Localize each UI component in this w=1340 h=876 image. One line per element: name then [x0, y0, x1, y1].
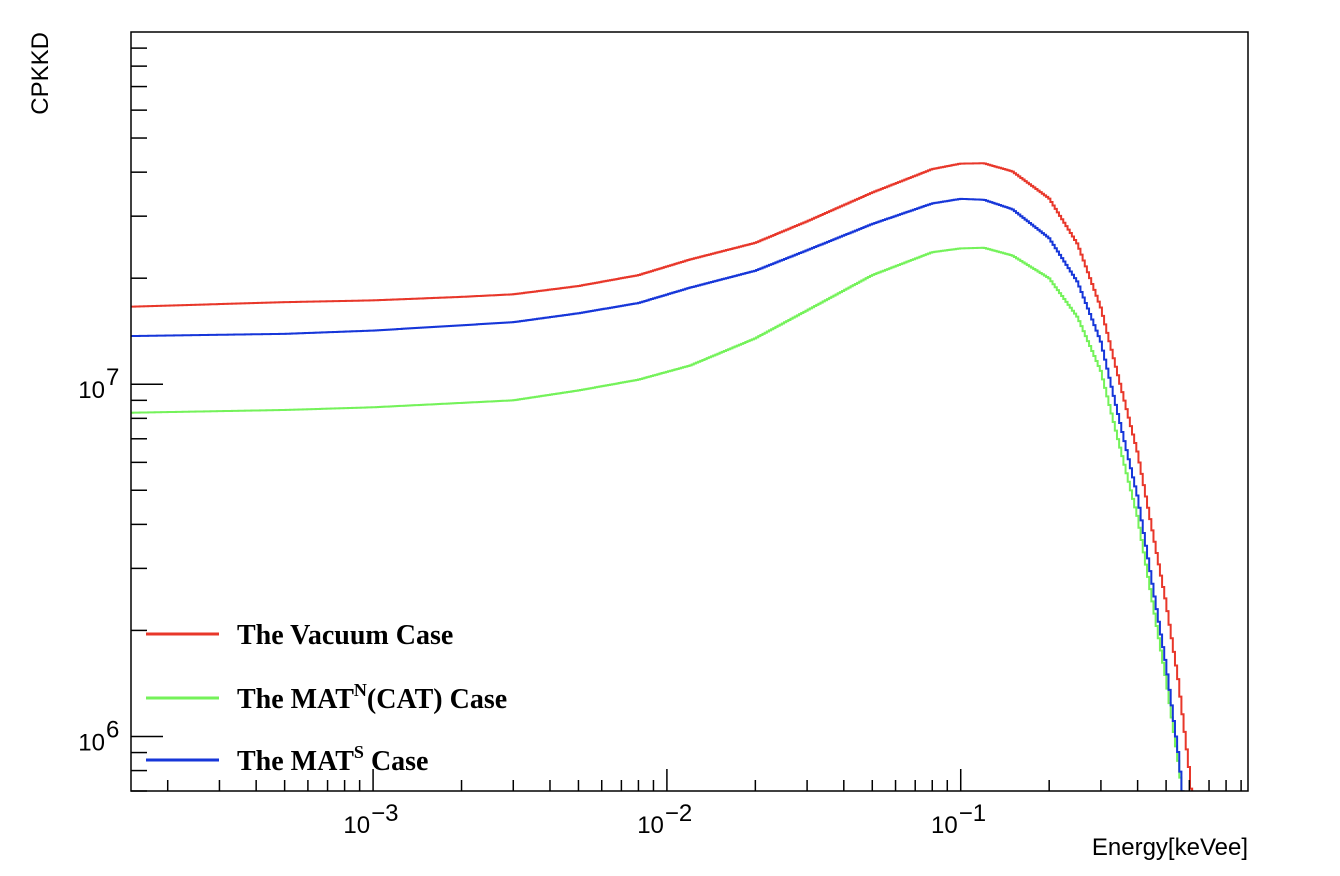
- series-layer: [131, 162, 1194, 791]
- x-tick-label-base: 10: [637, 812, 664, 839]
- y-tick-label-base: 10: [78, 729, 105, 756]
- axis-layer: 10 −3 10 −2 10 −110 610 7: [78, 47, 1242, 839]
- legend-item: The Vacuum Case: [146, 620, 453, 651]
- legend-label-part: The MAT: [237, 746, 354, 777]
- legend-label: The MATS Case: [237, 742, 428, 777]
- x-tick-label-exp: −2: [665, 800, 692, 827]
- x-tick-label-base: 10: [343, 812, 370, 839]
- x-tick-label-exp: −3: [371, 800, 398, 827]
- x-tick-label: 10 −2: [637, 800, 692, 839]
- legend-label-superscript: S: [354, 742, 364, 762]
- legend-label-superscript: N: [354, 680, 367, 700]
- legend-label: The Vacuum Case: [237, 620, 453, 651]
- y-tick-label: 10 7: [78, 364, 119, 404]
- legend-label-part: (CAT) Case: [367, 684, 507, 715]
- legend-label-part: Case: [364, 746, 429, 777]
- series-line-1: [131, 162, 1194, 791]
- y-tick-label-exp: 7: [106, 364, 119, 391]
- x-tick-label-exp: −1: [959, 800, 986, 827]
- legend-label-part: The Vacuum Case: [237, 620, 453, 651]
- legend-item: The MATN(CAT) Case: [146, 680, 507, 715]
- plot-frame: [130, 31, 1249, 792]
- legend-label-part: The MAT: [237, 684, 354, 715]
- y-axis-title: CPKKD: [27, 32, 54, 115]
- series-line-3: [131, 197, 1185, 791]
- series-line-2: [131, 246, 1183, 791]
- x-tick-label: 10 −1: [931, 800, 986, 839]
- y-tick-label-exp: 6: [106, 716, 119, 743]
- x-axis-title: Energy[keVee]: [1092, 834, 1248, 861]
- x-tick-label-base: 10: [931, 812, 958, 839]
- y-tick-label: 10 6: [78, 716, 119, 756]
- x-tick-label: 10 −3: [343, 800, 398, 839]
- y-tick-label-base: 10: [78, 377, 105, 404]
- legend-label: The MATN(CAT) Case: [237, 680, 507, 715]
- legend-item: The MATS Case: [146, 742, 428, 777]
